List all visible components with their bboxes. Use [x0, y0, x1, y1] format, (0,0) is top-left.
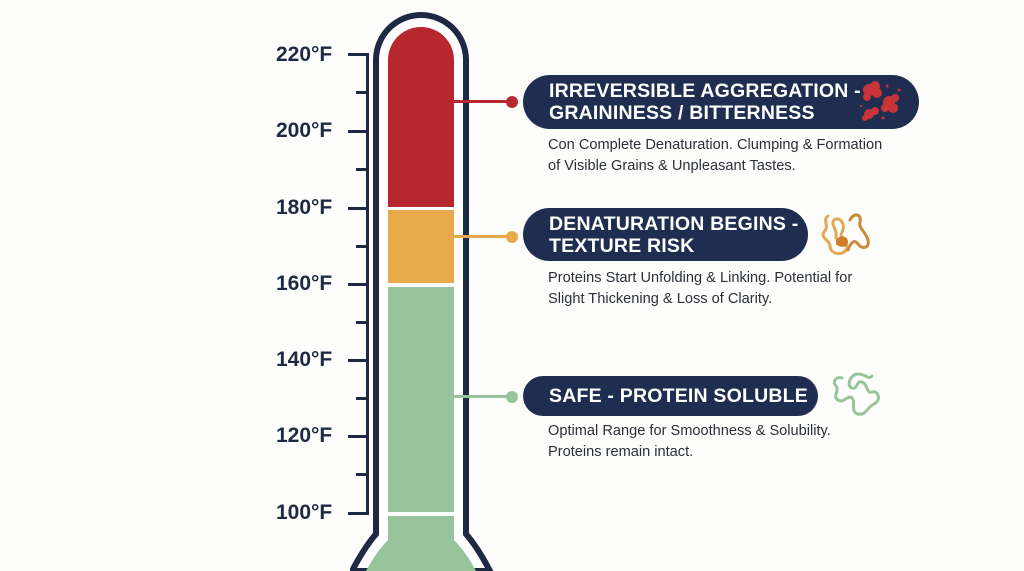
zone-title-line2: TEXTURE RISK: [549, 234, 695, 257]
tick-label-120: 120°F: [276, 424, 333, 447]
tick-label-200: 200°F: [276, 119, 333, 142]
zone-description-line1: Con Complete Denaturation. Clumping & Fo…: [548, 137, 883, 153]
clumps-icon: [859, 81, 901, 121]
major-tick: [348, 359, 369, 362]
zone-description: Con Complete Denaturation. Clumping & Fo…: [548, 135, 882, 177]
orange-connector-line: [454, 235, 510, 238]
red-connector-dot: [506, 96, 518, 108]
green-bulb-fill: [366, 516, 476, 571]
major-tick: [348, 53, 369, 56]
orange-connector-dot: [506, 231, 518, 243]
green-zone-fill: [388, 287, 454, 512]
tick-label-180: 180°F: [276, 196, 333, 219]
major-tick: [348, 435, 369, 438]
green-connector-dot: [506, 391, 518, 403]
green-connector-line: [454, 395, 510, 398]
minor-tick: [356, 473, 368, 476]
zone-title-line1: IRREVERSIBLE AGGREGATION -: [549, 80, 861, 102]
zone-title-line1: DENATURATION BEGINS -: [549, 212, 799, 235]
major-tick: [348, 283, 369, 286]
minor-tick: [356, 245, 368, 248]
tick-label-160: 160°F: [276, 272, 333, 295]
unfolding-protein-icon: [821, 213, 870, 255]
zone-title-pill: SAFE - PROTEIN SOLUBLE: [523, 376, 818, 416]
tick-label-100: 100°F: [276, 501, 333, 524]
zone-description-line2: of Visible Grains & Unpleasant Tastes.: [548, 158, 796, 174]
zone-title-pill: IRREVERSIBLE AGGREGATION - GRAININESS / …: [523, 75, 919, 129]
major-tick: [348, 130, 369, 133]
zone-description-line2: Proteins remain intact.: [548, 444, 694, 460]
major-tick: [348, 207, 369, 210]
minor-tick: [356, 321, 368, 324]
zone-description-line2: Slight Thickening & Loss of Clarity.: [548, 291, 773, 307]
tick-label-140: 140°F: [276, 348, 333, 371]
red-zone-fill: [388, 27, 454, 207]
zone-description: Proteins Start Unfolding & Linking. Pote…: [548, 268, 852, 310]
zone-description-line1: Proteins Start Unfolding & Linking. Pote…: [548, 270, 853, 286]
tick-label-220: 220°F: [276, 43, 333, 66]
major-tick: [348, 512, 369, 515]
minor-tick: [356, 168, 368, 171]
zone-description-line1: Optimal Range for Smoothness & Solubilit…: [548, 423, 831, 439]
thermometer: [350, 12, 494, 571]
zone-title-pill: DENATURATION BEGINS - TEXTURE RISK: [523, 208, 808, 261]
minor-tick: [356, 91, 368, 94]
zone-description: Optimal Range for Smoothness & Solubilit…: [548, 421, 831, 463]
protein-strand-icon: [832, 372, 880, 416]
minor-tick: [356, 397, 368, 400]
zone-title-line2: GRAININESS / BITTERNESS: [549, 102, 815, 124]
red-connector-line: [454, 100, 510, 103]
zone-title-line1: SAFE - PROTEIN SOLUBLE: [549, 385, 808, 407]
orange-zone-fill: [388, 210, 454, 283]
